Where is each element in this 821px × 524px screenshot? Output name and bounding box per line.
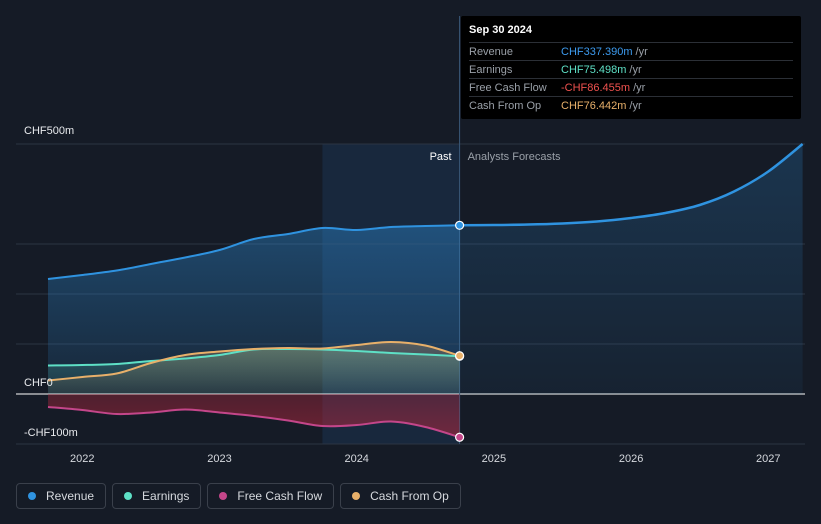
legend-item-earnings[interactable]: Earnings: [112, 483, 202, 509]
tooltip-label: Free Cash Flow: [469, 81, 547, 94]
legend: Revenue Earnings Free Cash Flow Cash Fro…: [16, 483, 461, 509]
tooltip-label: Cash From Op: [469, 99, 542, 112]
tooltip-value: CHF76.442m: [561, 99, 627, 112]
legend-dot-icon: [124, 492, 133, 500]
tooltip-label: Revenue: [469, 45, 514, 58]
tooltip-label: Earnings: [469, 63, 513, 76]
x-tick-label: 2024: [344, 453, 368, 465]
legend-label: Free Cash Flow: [237, 489, 323, 503]
tooltip-unit: /yr: [633, 81, 646, 94]
x-tick-label: 2022: [70, 453, 94, 465]
cash-from-op-area: [48, 341, 460, 394]
free-cash-flow-line: [47, 406, 460, 439]
legend-label: Cash From Op: [370, 489, 449, 503]
legend-label: Revenue: [46, 489, 95, 503]
x-tick-label: 2027: [756, 453, 780, 465]
legend-label: Earnings: [142, 489, 190, 503]
legend-dot-icon: [219, 492, 228, 500]
x-tick-label: 2023: [207, 453, 231, 465]
legend-dot-icon: [28, 492, 36, 500]
y-tick-label: CHF500m: [24, 125, 74, 137]
tooltip-row-revenue: Revenue CHF337.390m /yr: [469, 42, 793, 60]
cash-from-op-marker: [455, 351, 465, 361]
revenue-line: [47, 224, 460, 280]
forecast-label: Analysts Forecasts: [468, 151, 561, 163]
legend-item-free-cash-flow[interactable]: Free Cash Flow: [207, 483, 335, 509]
revenue-forecast-area: [459, 144, 803, 394]
tooltip-unit: /yr: [629, 63, 642, 76]
free-cash-flow-marker: [455, 432, 465, 442]
x-tick-label: 2025: [482, 453, 506, 465]
tooltip-row-cash-from-op: Cash From Op CHF76.442m /yr: [469, 96, 793, 114]
y-tick-label: -CHF100m: [24, 427, 78, 439]
tooltip-row-free-cash-flow: Free Cash Flow -CHF86.455m /yr: [469, 78, 793, 96]
legend-item-cash-from-op[interactable]: Cash From Op: [340, 483, 461, 509]
y-tick-label: CHF0: [24, 377, 53, 389]
revenue-forecast-line: [459, 143, 804, 227]
axis-labels: 2022 2023 2024 2025 2026 2027 CHF500m CHF0 -CHF1…: [24, 125, 781, 465]
tooltip-value: CHF337.390m: [561, 45, 633, 58]
cash-from-op-line: [47, 340, 460, 382]
tooltip-date: Sep 30 2024: [469, 24, 532, 36]
tooltip-value: -CHF86.455m: [561, 81, 631, 94]
tooltip-unit: /yr: [635, 45, 648, 58]
x-tick-label: 2026: [619, 453, 643, 465]
series-lines: [47, 143, 804, 439]
tooltip-value: CHF75.498m: [561, 63, 627, 76]
tooltip-row-earnings: Earnings CHF75.498m /yr: [469, 60, 793, 78]
tooltip-unit: /yr: [629, 99, 642, 112]
past-label: Past: [430, 151, 452, 163]
series-areas: [48, 144, 803, 438]
revenue-marker: [455, 220, 465, 230]
series-markers: [455, 220, 465, 442]
legend-item-revenue[interactable]: Revenue: [16, 483, 107, 509]
tooltip: Sep 30 2024 Revenue CHF337.390m /yr Earn…: [461, 16, 801, 119]
legend-dot-icon: [352, 492, 361, 500]
